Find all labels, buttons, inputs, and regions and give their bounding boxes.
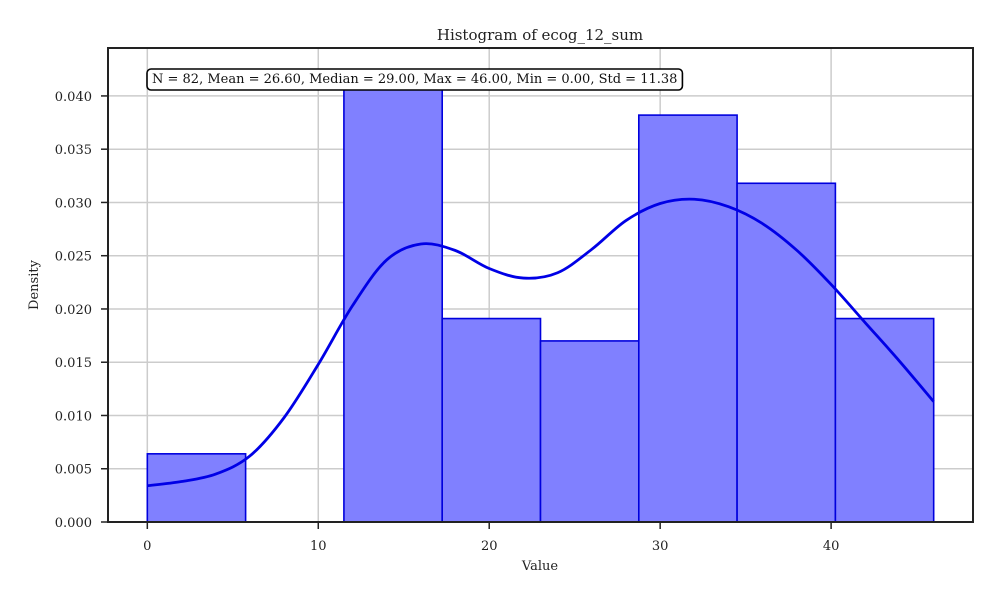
histogram-bars — [146, 86, 935, 523]
plot-frame — [107, 47, 974, 523]
kde-curve-group — [147, 197, 935, 488]
x-tick-label: 10 — [310, 539, 327, 554]
y-tick-label: 0.015 — [55, 356, 92, 371]
stats-box: N = 82, Mean = 26.60, Median = 29.00, Ma… — [146, 68, 684, 91]
x-axis-label: Value — [521, 559, 558, 574]
histogram-bar — [441, 317, 542, 523]
y-tick-label: 0.005 — [55, 463, 92, 478]
chart-title: Histogram of ecog_12_sum — [437, 26, 643, 44]
y-tick-label: 0.020 — [55, 303, 92, 318]
x-tick-label: 30 — [652, 539, 669, 554]
stats-text: N = 82, Mean = 26.60, Median = 29.00, Ma… — [152, 72, 677, 87]
axis-ticks: 0 10 20 30 40 0.000 0.005 0.010 0.015 0.020 0.025 0… — [55, 90, 840, 554]
histogram-bar — [146, 453, 247, 523]
histogram-bar — [343, 86, 444, 523]
x-tick-label: 20 — [481, 539, 498, 554]
y-tick-label: 0.010 — [55, 409, 92, 424]
kde-curve — [147, 197, 935, 488]
histogram-bar — [637, 114, 738, 523]
y-tick-label: 0.025 — [55, 250, 92, 265]
x-tick-label: 0 — [143, 539, 151, 554]
histogram-bar — [834, 317, 935, 523]
x-tick-label: 40 — [823, 539, 840, 554]
y-axis-label: Density — [27, 259, 42, 310]
y-tick-label: 0.030 — [55, 196, 92, 211]
y-tick-label: 0.000 — [55, 516, 92, 531]
y-tick-label: 0.035 — [55, 143, 92, 158]
histogram-bar — [539, 340, 640, 523]
stats-box-frame — [146, 68, 684, 91]
histogram-bar — [736, 182, 837, 523]
y-tick-label: 0.040 — [55, 90, 92, 105]
